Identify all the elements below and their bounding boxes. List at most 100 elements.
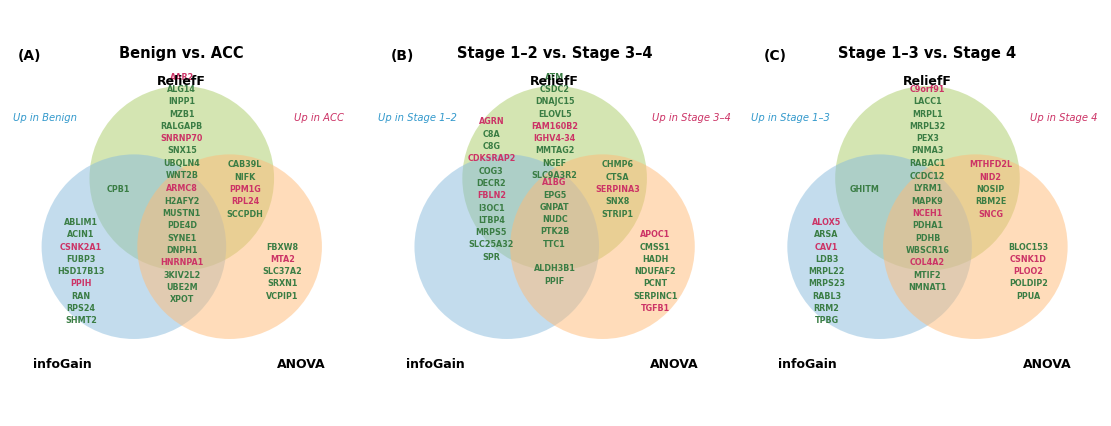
Text: MMTAG2: MMTAG2 [534,146,574,155]
Text: XPOT: XPOT [170,294,194,303]
Text: PPM1G: PPM1G [229,184,261,193]
Text: COG3: COG3 [479,166,503,175]
Text: ANOVA: ANOVA [1023,357,1071,370]
Text: PDHB: PDHB [914,233,940,242]
Text: PLOO2: PLOO2 [1013,267,1043,276]
Text: ALOX5: ALOX5 [812,217,841,226]
Text: AGRN: AGRN [479,117,504,126]
Text: Stage 1–2 vs. Stage 3–4: Stage 1–2 vs. Stage 3–4 [457,46,652,61]
Text: CDKSRAP2: CDKSRAP2 [468,154,516,163]
Text: SNX15: SNX15 [167,146,197,155]
Text: IGHV4-34: IGHV4-34 [533,134,575,143]
Circle shape [41,155,227,339]
Text: ReliefF: ReliefF [903,75,952,88]
Text: (B): (B) [391,49,414,63]
Text: Stage 1–3 vs. Stage 4: Stage 1–3 vs. Stage 4 [839,46,1017,61]
Text: H2AFY2: H2AFY2 [164,196,200,205]
Text: FAM160B2: FAM160B2 [531,121,578,130]
Text: (C): (C) [763,49,787,63]
Text: UBE2M: UBE2M [166,282,198,291]
Text: RABAC1: RABAC1 [910,158,945,167]
Text: RBM2E: RBM2E [975,197,1007,206]
Text: ELOVL5: ELOVL5 [538,109,571,118]
Text: DNAJC15: DNAJC15 [534,97,574,106]
Text: SLC25A32: SLC25A32 [469,240,514,249]
Text: MRPL1: MRPL1 [912,109,943,118]
Text: DNPH1: DNPH1 [166,245,198,254]
Text: PPIH: PPIH [70,279,92,288]
Text: ATM: ATM [546,72,564,81]
Text: SERPINA3: SERPINA3 [595,184,640,193]
Circle shape [788,155,972,339]
Text: HADH: HADH [642,254,669,263]
Text: ACIN1: ACIN1 [68,230,94,239]
Text: CMSS1: CMSS1 [640,242,671,251]
Text: WBSCR16: WBSCR16 [905,245,950,254]
Text: RALGAPB: RALGAPB [161,121,203,130]
Text: WNT2B: WNT2B [166,171,198,180]
Text: FUBP3: FUBP3 [67,254,96,263]
Text: SLC37A2: SLC37A2 [262,267,302,276]
Text: EPG5: EPG5 [543,190,567,199]
Text: SHMT2: SHMT2 [64,316,97,325]
Text: ANOVA: ANOVA [650,357,699,370]
Text: CSNK2A1: CSNK2A1 [60,242,102,251]
Text: SNCG: SNCG [978,209,1003,218]
Text: Up in Stage 1–3: Up in Stage 1–3 [751,112,830,123]
Text: PPIF: PPIF [544,276,564,285]
Text: C8A: C8A [482,130,500,138]
Text: Benign vs. ACC: Benign vs. ACC [120,46,244,61]
Text: HSD17B13: HSD17B13 [58,267,104,276]
Text: LACC1: LACC1 [913,97,942,106]
Text: RPL24: RPL24 [231,197,259,206]
Text: SRXN1: SRXN1 [268,279,298,288]
Text: SYNE1: SYNE1 [167,233,197,242]
Text: MRPL22: MRPL22 [809,267,844,276]
Text: SERPINC1: SERPINC1 [633,291,678,300]
Circle shape [90,87,274,271]
Text: ARMC8: ARMC8 [166,184,198,193]
Text: Up in Stage 4: Up in Stage 4 [1031,112,1098,123]
Text: ALDH3B1: ALDH3B1 [533,264,575,273]
Text: BLOC153: BLOC153 [1009,242,1049,251]
Text: MTIF2: MTIF2 [913,270,941,279]
Circle shape [414,155,599,339]
Text: Up in ACC: Up in ACC [293,112,343,123]
Text: PTK2B: PTK2B [540,227,569,236]
Text: MTHFD2L: MTHFD2L [969,160,1012,169]
Text: CSDC2: CSDC2 [540,85,570,94]
Text: Up in Stage 3–4: Up in Stage 3–4 [652,112,731,123]
Text: MRPL32: MRPL32 [910,121,945,130]
Circle shape [883,155,1068,339]
Text: RRM2: RRM2 [813,303,840,312]
Text: STRIP1: STRIP1 [602,209,634,218]
Text: PCNT: PCNT [643,279,668,288]
Text: LTBP4: LTBP4 [478,215,504,225]
Text: ABLIM1: ABLIM1 [64,217,98,226]
Text: CPB1: CPB1 [107,184,130,193]
Text: SCCPDH: SCCPDH [227,209,263,218]
Text: MRPS23: MRPS23 [808,279,845,288]
Text: APOC1: APOC1 [640,230,671,239]
Text: TGFB1: TGFB1 [641,303,670,312]
Text: ANOVA: ANOVA [277,357,326,370]
Text: HNRNPA1: HNRNPA1 [160,258,203,267]
Text: ARSA: ARSA [814,230,839,239]
Text: POLDIP2: POLDIP2 [1009,279,1048,288]
Text: infoGain: infoGain [406,357,464,370]
Circle shape [462,87,647,271]
Text: NID2: NID2 [980,173,1002,181]
Text: CSNK1D: CSNK1D [1010,254,1047,263]
Text: infoGain: infoGain [32,357,91,370]
Text: MAPK9: MAPK9 [912,196,943,205]
Text: CHMP6: CHMP6 [602,160,634,169]
Text: ALG14: ALG14 [168,85,197,94]
Text: PEX3: PEX3 [917,134,939,143]
Text: PDE4D: PDE4D [167,221,197,230]
Text: GHITM: GHITM [849,184,879,193]
Text: ReliefF: ReliefF [530,75,579,88]
Text: LDB3: LDB3 [815,254,839,263]
Text: MRPS5: MRPS5 [476,227,507,236]
Text: INPP1: INPP1 [168,97,196,106]
Text: RABL3: RABL3 [812,291,841,300]
